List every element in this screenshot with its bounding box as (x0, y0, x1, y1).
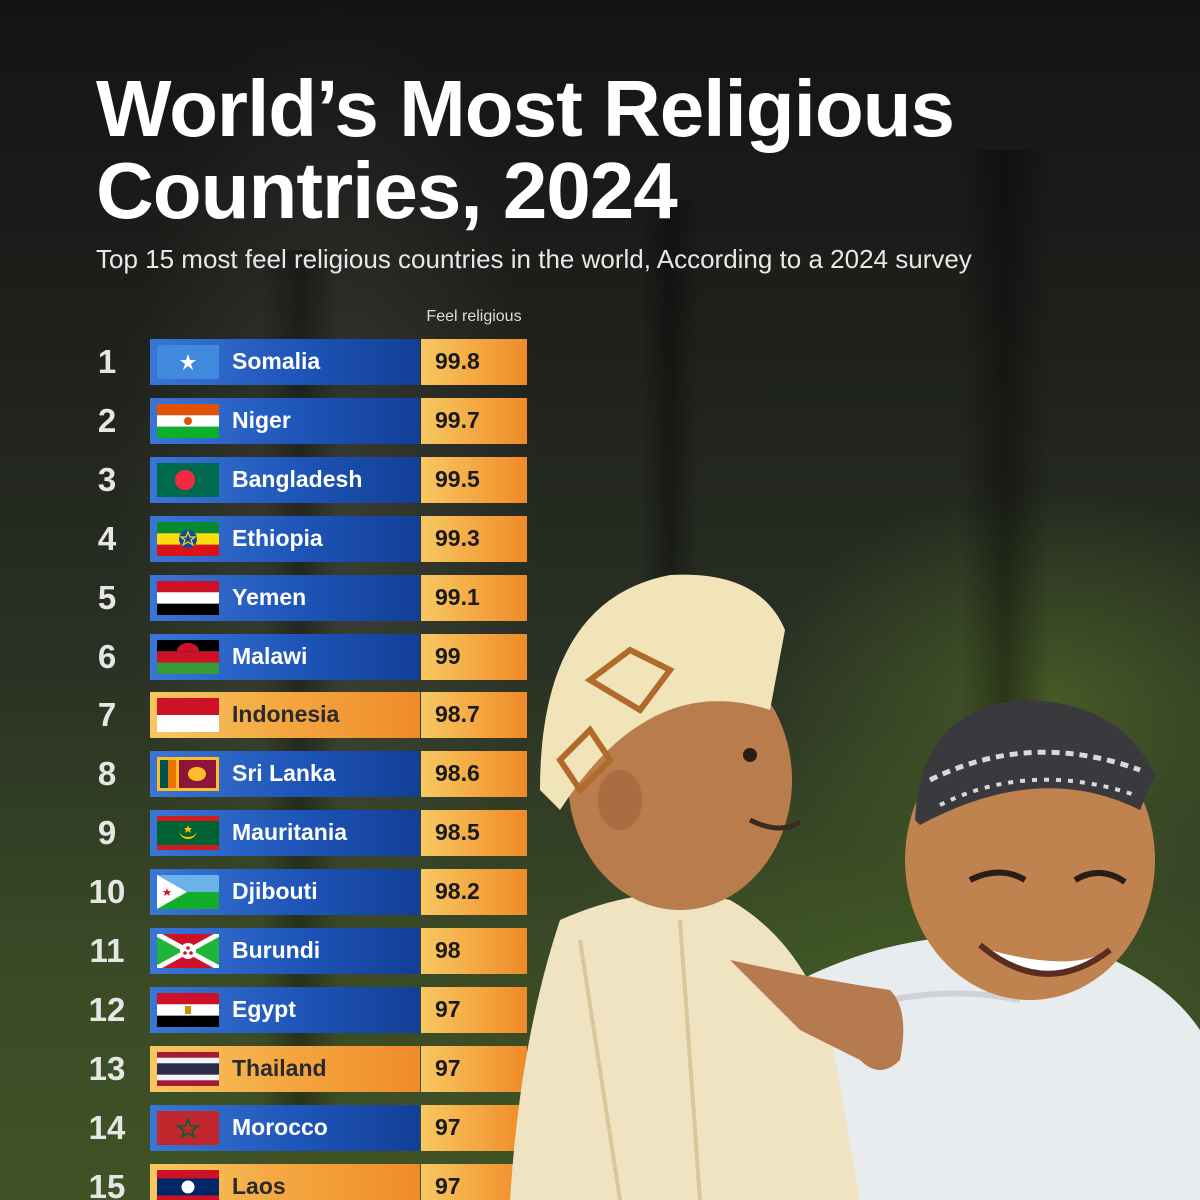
table-row: 12 Egypt 97 (0, 986, 540, 1033)
value-label: 98 (421, 928, 527, 974)
table-row: 5 Yemen 99.1 (0, 574, 540, 621)
country-name: Niger (232, 406, 291, 433)
country-bar: Thailand (150, 1045, 420, 1092)
country-name: Sri Lanka (232, 760, 336, 787)
country-bar: Niger (150, 397, 420, 444)
country-bar: Morocco (150, 1104, 420, 1151)
value-label: 98.7 (421, 692, 527, 739)
title-line-2: Countries, 2024 (96, 146, 678, 235)
country-bar: Egypt (150, 986, 420, 1033)
niger-flag (157, 403, 219, 438)
country-bar: Burundi (150, 928, 420, 974)
rank-label: 3 (97, 460, 117, 498)
value-label: 99.5 (421, 456, 527, 503)
yemen-flag (157, 580, 219, 615)
table-row: 10 Djibouti 98.2 (0, 869, 540, 916)
value-label: 97 (421, 1045, 527, 1092)
djibouti-flag (157, 875, 219, 910)
value-label: 99.3 (421, 515, 527, 562)
rank-label: 12 (88, 990, 126, 1028)
country-name: Yemen (232, 583, 307, 610)
country-name: Egypt (232, 995, 296, 1022)
rank-label: 6 (97, 637, 117, 675)
rank-label: 5 (97, 578, 117, 616)
rank-label: 4 (97, 519, 117, 557)
country-name: Indonesia (232, 701, 340, 728)
country-name: Somalia (232, 348, 321, 374)
rank-label: 13 (88, 1049, 126, 1087)
value-column-header: Feel religious (426, 308, 522, 325)
country-name: Mauritania (232, 819, 348, 846)
country-bar: Mauritania (150, 810, 420, 857)
country-bar: Sri Lanka (150, 751, 420, 798)
table-row: 4 Ethiopia 99.3 (0, 515, 540, 562)
table-row: 8 Sri Lanka 98.6 (0, 751, 540, 798)
table-row: 2 Niger 99.7 (0, 397, 540, 444)
thailand-flag (157, 1051, 219, 1086)
country-name: Morocco (232, 1113, 328, 1140)
country-bar: Ethiopia (150, 515, 420, 562)
morocco-flag (157, 1110, 219, 1145)
title-line-1: World’s Most Religious (96, 64, 955, 153)
country-bar: Bangladesh (150, 456, 420, 503)
country-name: Burundi (232, 937, 321, 963)
background-tree (960, 150, 1050, 750)
value-label: 98.6 (421, 751, 527, 798)
laos-flag (157, 1169, 219, 1200)
rank-label: 9 (97, 814, 117, 852)
table-row: 14 Morocco 97 (0, 1104, 540, 1151)
country-bar: Malawi (150, 633, 420, 680)
value-label: 99.7 (421, 397, 527, 444)
country-name: Djibouti (232, 878, 318, 905)
value-label: 98.5 (421, 810, 527, 857)
rank-label: 10 (88, 873, 126, 911)
country-bar: Djibouti (150, 869, 420, 916)
somalia-flag (157, 345, 219, 379)
country-bar: Indonesia (150, 692, 420, 739)
rank-label: 2 (97, 401, 117, 439)
page-title: World’s Most Religious Countries, 2024 (96, 68, 1096, 232)
rank-label: 15 (88, 1167, 126, 1200)
country-bar: Laos (150, 1163, 420, 1200)
burundi-flag (157, 934, 219, 968)
country-bar: Yemen (150, 574, 420, 621)
indonesia-flag (157, 698, 219, 733)
table-row: 1 Somalia 99.8 (0, 339, 540, 385)
egypt-flag (157, 992, 219, 1027)
mauritania-flag (157, 816, 219, 851)
malawi-flag (157, 639, 219, 674)
country-name: Laos (232, 1172, 286, 1199)
bangladesh-flag (157, 462, 219, 497)
value-label: 97 (421, 1104, 527, 1151)
rank-label: 7 (97, 696, 117, 734)
rank-label: 11 (89, 932, 125, 969)
table-row: 7 Indonesia 98.7 (0, 692, 540, 739)
table-row: 3 Bangladesh 99.5 (0, 456, 540, 503)
page-subtitle: Top 15 most feel religious countries in … (96, 244, 972, 274)
rank-label: 8 (97, 755, 117, 793)
table-row: 6 Malawi 99 (0, 633, 540, 680)
country-name: Bangladesh (232, 465, 363, 492)
value-label: 98.2 (421, 869, 527, 916)
table-row: 9 Mauritania 98.5 (0, 810, 540, 857)
value-label: 99.8 (421, 339, 527, 385)
rank-label: 1 (97, 343, 117, 380)
country-name: Ethiopia (232, 524, 323, 551)
country-name: Thailand (232, 1054, 327, 1081)
rank-label: 14 (88, 1108, 126, 1146)
ethiopia-flag (157, 521, 219, 556)
table-row: 11 Burundi 98 (0, 928, 540, 974)
value-label: 97 (421, 1163, 527, 1200)
value-label: 99.1 (421, 574, 527, 621)
sri-lanka-flag (157, 757, 219, 792)
boys-photo (510, 574, 1200, 1200)
table-row: 13 Thailand 97 (0, 1045, 540, 1092)
value-label: 97 (421, 986, 527, 1033)
value-label: 99 (421, 633, 527, 680)
table-row: 15 Laos 97 (0, 1163, 540, 1200)
country-name: Malawi (232, 642, 308, 669)
country-bar: Somalia (150, 339, 420, 385)
